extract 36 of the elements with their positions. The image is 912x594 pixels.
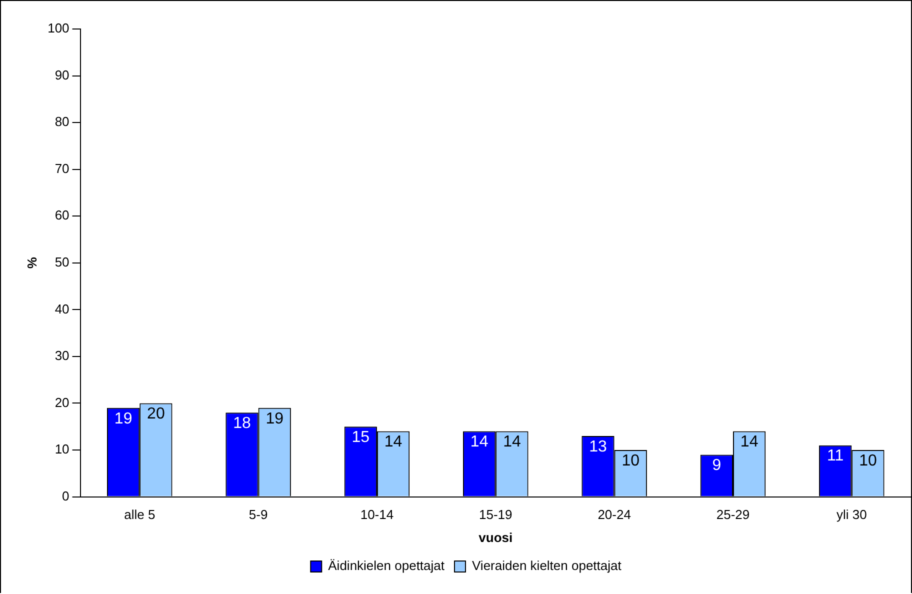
y-tick-label: 90: [54, 67, 70, 82]
data-label: 14: [740, 434, 758, 451]
y-tick-label: 100: [48, 20, 70, 36]
y-tick-label: 10: [54, 442, 70, 457]
x-tick-label: alle 5: [124, 507, 156, 522]
y-tick-label: 70: [54, 160, 70, 176]
data-label: 19: [114, 410, 132, 428]
data-label: 13: [589, 438, 607, 456]
x-axis-title: vuosi: [478, 530, 513, 545]
data-label: 9: [712, 457, 722, 474]
data-label: 14: [384, 434, 402, 451]
x-tick-label: 25-29: [716, 507, 750, 522]
y-axis-title: %: [24, 256, 40, 269]
data-label: 10: [859, 452, 877, 470]
legend-label: Äidinkielen opettajat: [328, 558, 445, 574]
data-label: 11: [827, 448, 844, 465]
x-tick-label: 5-9: [248, 507, 268, 522]
y-tick-label: 20: [54, 394, 70, 410]
data-label: 10: [622, 452, 640, 470]
y-tick-label: 30: [54, 348, 70, 364]
y-tick-label: 80: [54, 114, 70, 130]
x-tick-label: 20-24: [598, 507, 631, 522]
data-label: 15: [352, 429, 370, 446]
y-tick-label: 40: [54, 301, 70, 316]
x-tick-label: 10-14: [360, 507, 394, 522]
data-label: 14: [503, 434, 521, 451]
data-label: 18: [233, 415, 251, 432]
x-tick-label: yli 30: [836, 507, 867, 522]
data-label: 14: [470, 434, 488, 451]
y-tick-label: 50: [54, 254, 70, 270]
data-label: 20: [147, 406, 165, 423]
legend-label: Vieraiden kielten opettajat: [472, 558, 622, 574]
data-label: 19: [266, 410, 284, 428]
x-tick-label: 15-19: [479, 507, 512, 522]
y-tick-label: 0: [62, 488, 70, 504]
y-tick-label: 60: [54, 208, 70, 223]
